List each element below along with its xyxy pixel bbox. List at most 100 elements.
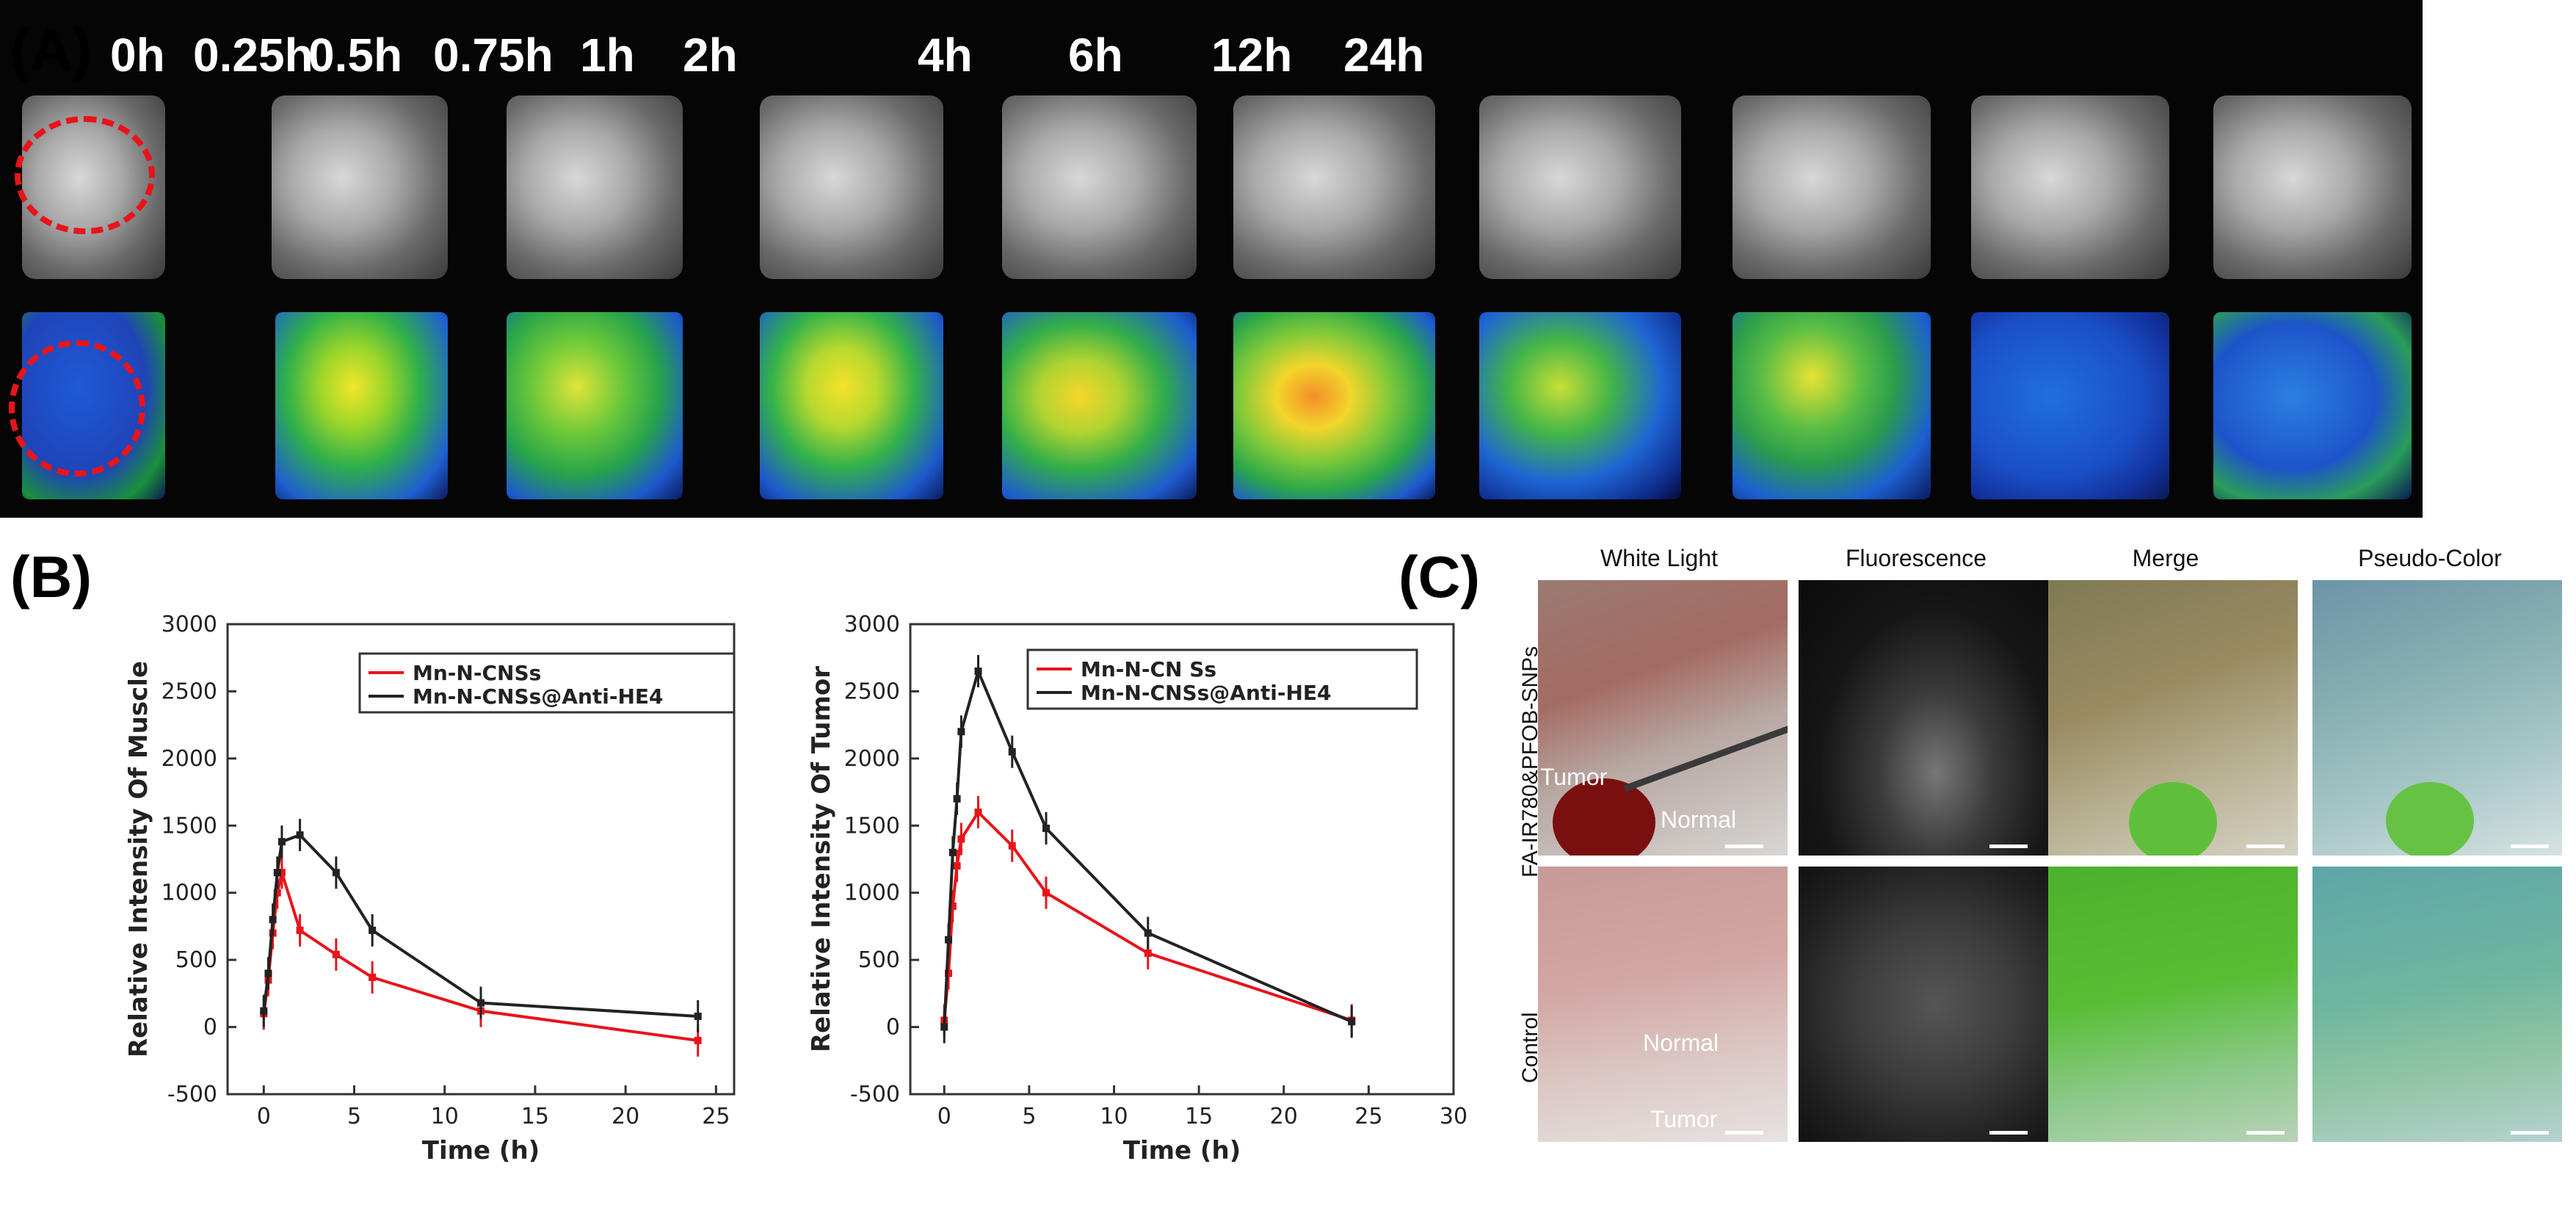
- data-point: [1008, 842, 1016, 850]
- y-tick-label: 0: [886, 1015, 900, 1041]
- x-tick-label: 0: [257, 1104, 271, 1129]
- pseudo-color-tumor-signal: [2386, 782, 2474, 856]
- mri-color-6h: [1733, 312, 1931, 499]
- x-tick-label: 25: [1354, 1104, 1382, 1129]
- legend-entry: Mn-N-CNSs: [413, 661, 541, 685]
- y-tick-label: -500: [850, 1082, 900, 1107]
- time-label-4h: 4h: [918, 29, 973, 82]
- data-point: [948, 848, 957, 856]
- y-tick-label: 3000: [162, 612, 217, 637]
- data-point: [694, 1036, 702, 1044]
- forceps-shape: [1623, 720, 1788, 792]
- label-normal-bottom: Normal: [1643, 1030, 1719, 1056]
- mri-color-24h: [2213, 312, 2412, 499]
- data-point: [945, 969, 953, 977]
- y-tick-label: 500: [858, 947, 900, 973]
- data-point: [264, 969, 272, 977]
- y-tick-label: 1500: [844, 813, 900, 839]
- mri-gray-0.75h: [760, 95, 943, 279]
- scale-bar: [1989, 844, 2028, 848]
- scale-bar: [2246, 1131, 2285, 1135]
- legend-entry: Mn-N-CNSs@Anti-HE4: [413, 684, 664, 709]
- y-tick-label: 2000: [162, 746, 217, 772]
- data-point: [957, 728, 965, 736]
- y-tick-label: 3000: [844, 612, 900, 637]
- y-tick-label: 2500: [162, 679, 217, 704]
- data-point: [974, 668, 982, 675]
- series-line-1: [943, 666, 1353, 1027]
- fluorescence-control-image: [1799, 867, 2048, 1142]
- y-tick-label: 1000: [162, 880, 217, 906]
- data-point: [332, 869, 340, 877]
- scale-bar: [2511, 844, 2549, 848]
- x-tick-label: 20: [612, 1104, 639, 1129]
- y-tick-label: 1500: [162, 813, 217, 839]
- x-tick-label: 10: [431, 1104, 459, 1129]
- mri-color-0.25h: [275, 312, 448, 499]
- legend-box: [1026, 648, 1418, 710]
- mri-gray-12h: [1971, 95, 2169, 279]
- muscle-intensity-chart: -500 0 500 1000 1500 2000 2500 3000 0 5 10 15 20 25 Ti…: [124, 612, 736, 1165]
- scale-bar: [1725, 844, 1763, 848]
- data-point: [332, 950, 340, 958]
- x-tick-label: 30: [1440, 1104, 1467, 1129]
- data-point: [953, 795, 961, 803]
- mri-color-0.5h: [507, 312, 683, 499]
- data-point: [957, 835, 965, 843]
- x-tick-label: 10: [1100, 1104, 1128, 1129]
- tumor-region-marker-gray: [15, 116, 155, 234]
- data-point: [477, 999, 485, 1007]
- mri-gray-2h: [1233, 95, 1435, 279]
- merge-control-image: [2048, 867, 2298, 1142]
- series-line-0: [943, 809, 1352, 1022]
- label-tumor-bottom: Tumor: [1650, 1106, 1718, 1132]
- data-point: [948, 903, 957, 910]
- panel-a-letter: (A): [10, 17, 92, 82]
- x-tick-label: 20: [1270, 1104, 1298, 1129]
- data-point: [260, 1007, 268, 1015]
- mri-gray-6h: [1733, 95, 1931, 279]
- time-label-0.25h: 0.25h: [193, 29, 313, 82]
- plot-frame: [226, 623, 736, 1096]
- merge-treatment-image: [2048, 580, 2298, 856]
- column-title-fluorescence: Fluorescence: [1845, 545, 1987, 571]
- mri-gray-1h: [1002, 95, 1197, 279]
- x-axis-title: Time (h): [1123, 1136, 1241, 1165]
- fluorescence-treatment-image: [1799, 580, 2048, 856]
- mri-color-4h: [1479, 312, 1681, 499]
- panel-c-letter: (C): [1398, 544, 1481, 610]
- series-line-1: [262, 833, 698, 1018]
- data-point: [1144, 950, 1152, 957]
- white-light-control-image: [1538, 867, 1788, 1142]
- time-label-0.5h: 0.5h: [308, 29, 403, 82]
- legend-box: [358, 652, 736, 714]
- legend-entry: Mn-N-CN Ss: [1081, 657, 1216, 681]
- data-point: [273, 869, 281, 877]
- data-point: [953, 862, 961, 870]
- mri-color-0.75h: [760, 312, 943, 499]
- panel-b-letter: (B): [10, 544, 92, 610]
- scale-bar: [2246, 844, 2285, 848]
- mri-image-panel: 0h 0.25h 0.5h 0.75h 1h 2h 4h 6h 12h 24h: [0, 0, 2423, 518]
- data-point: [369, 926, 377, 934]
- white-light-treatment-image: [1538, 580, 1788, 856]
- x-tick-label: 0: [937, 1104, 951, 1129]
- y-tick-label: 1000: [844, 880, 900, 906]
- data-point: [273, 889, 281, 897]
- data-point: [1144, 929, 1152, 937]
- time-label-24h: 24h: [1343, 29, 1425, 82]
- data-point: [1042, 824, 1050, 832]
- y-axis-title: Relative Intensity Of Muscle: [124, 661, 153, 1057]
- mri-color-1h: [1002, 312, 1197, 499]
- y-tick-label: 2000: [844, 746, 900, 772]
- mri-gray-24h: [2213, 95, 2412, 279]
- label-tumor-top: Tumor: [1540, 764, 1608, 790]
- x-tick-label: 15: [1185, 1104, 1213, 1129]
- time-label-0.75h: 0.75h: [433, 29, 554, 82]
- data-point: [1008, 748, 1016, 756]
- column-title-white-light: White Light: [1600, 545, 1719, 571]
- column-title-pseudo-color: Pseudo-Color: [2358, 545, 2502, 571]
- pseudo-color-control-image: [2312, 867, 2562, 1142]
- x-tick-label: 15: [521, 1104, 549, 1129]
- scale-bar: [1725, 1131, 1763, 1135]
